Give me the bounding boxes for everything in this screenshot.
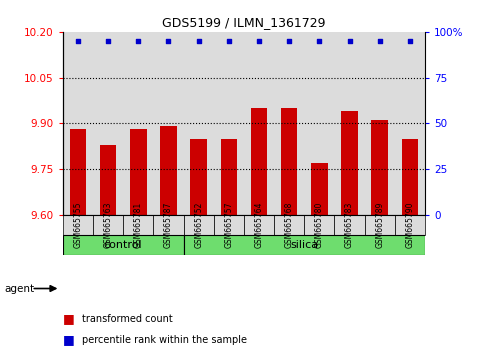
FancyBboxPatch shape <box>63 215 93 235</box>
Bar <box>311 163 327 215</box>
Point <box>346 38 354 44</box>
Point <box>376 38 384 44</box>
Text: agent: agent <box>5 284 35 293</box>
FancyBboxPatch shape <box>334 215 365 235</box>
Point <box>225 38 233 44</box>
Bar <box>184 32 213 215</box>
FancyBboxPatch shape <box>154 215 184 235</box>
FancyBboxPatch shape <box>93 215 123 235</box>
Text: GSM665783: GSM665783 <box>345 202 354 248</box>
Point <box>134 38 142 44</box>
FancyBboxPatch shape <box>184 235 425 255</box>
Point <box>255 38 263 44</box>
Text: GSM665763: GSM665763 <box>103 202 113 248</box>
Text: GSM665757: GSM665757 <box>224 202 233 248</box>
Text: GSM665780: GSM665780 <box>315 202 324 248</box>
Text: ■: ■ <box>63 333 74 346</box>
Bar <box>304 32 334 215</box>
Bar <box>281 108 298 215</box>
Bar <box>221 139 237 215</box>
Text: GSM665787: GSM665787 <box>164 202 173 248</box>
Bar <box>190 139 207 215</box>
Bar <box>130 130 146 215</box>
Text: GSM665768: GSM665768 <box>284 202 294 248</box>
Text: GSM665781: GSM665781 <box>134 202 143 248</box>
FancyBboxPatch shape <box>274 215 304 235</box>
Bar <box>274 32 304 215</box>
Bar <box>213 32 244 215</box>
Point <box>195 38 202 44</box>
Bar <box>251 108 267 215</box>
Bar <box>160 126 177 215</box>
Text: GSM665752: GSM665752 <box>194 202 203 248</box>
FancyBboxPatch shape <box>184 215 213 235</box>
Bar <box>365 32 395 215</box>
Point <box>406 38 414 44</box>
Title: GDS5199 / ILMN_1361729: GDS5199 / ILMN_1361729 <box>162 16 326 29</box>
Text: ■: ■ <box>63 312 74 325</box>
FancyBboxPatch shape <box>395 215 425 235</box>
FancyBboxPatch shape <box>123 215 154 235</box>
Bar <box>371 120 388 215</box>
Point <box>74 38 82 44</box>
Point <box>285 38 293 44</box>
FancyBboxPatch shape <box>244 215 274 235</box>
Bar <box>244 32 274 215</box>
Point <box>165 38 172 44</box>
FancyBboxPatch shape <box>213 215 244 235</box>
Bar <box>154 32 184 215</box>
Point <box>104 38 112 44</box>
Text: GSM665790: GSM665790 <box>405 202 414 248</box>
Text: GSM665789: GSM665789 <box>375 202 384 248</box>
Bar <box>100 145 116 215</box>
Bar <box>341 111 358 215</box>
Bar <box>93 32 123 215</box>
Bar <box>395 32 425 215</box>
Bar <box>63 32 93 215</box>
FancyBboxPatch shape <box>63 235 184 255</box>
Text: control: control <box>104 240 142 250</box>
Text: GSM665764: GSM665764 <box>255 202 264 248</box>
Text: silica: silica <box>290 240 318 250</box>
FancyBboxPatch shape <box>365 215 395 235</box>
Text: percentile rank within the sample: percentile rank within the sample <box>82 335 247 345</box>
Bar <box>123 32 154 215</box>
Point <box>315 38 323 44</box>
Text: GSM665755: GSM665755 <box>73 202 83 248</box>
FancyBboxPatch shape <box>304 215 334 235</box>
Bar <box>334 32 365 215</box>
Bar <box>402 139 418 215</box>
Bar <box>70 130 86 215</box>
Text: transformed count: transformed count <box>82 314 173 324</box>
